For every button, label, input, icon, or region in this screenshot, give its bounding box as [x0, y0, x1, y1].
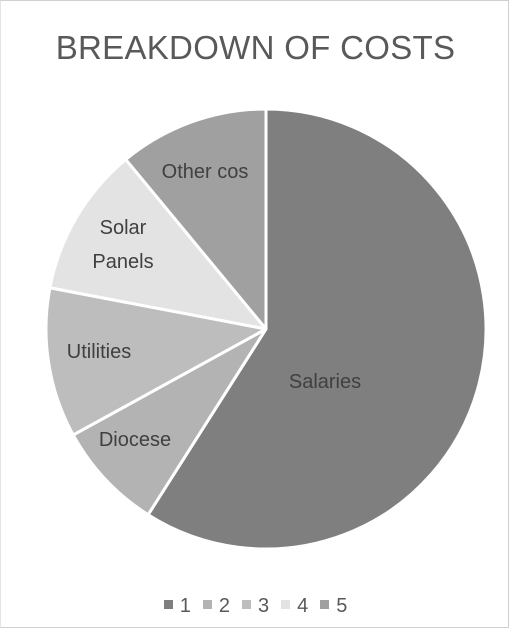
slice-label-2: Diocese — [99, 429, 171, 451]
pie-slice-1 — [146, 107, 488, 551]
legend-item-2: 2 — [202, 595, 230, 618]
legend-label: 1 — [179, 595, 191, 617]
legend-swatch — [320, 600, 330, 610]
legend-label: 3 — [257, 595, 270, 617]
pie-slice-5 — [124, 107, 268, 331]
legend-label: 5 — [336, 595, 348, 617]
legend-swatch — [241, 600, 251, 610]
pie-slice-3 — [44, 286, 268, 437]
slice-label-5: Other cos — [162, 161, 249, 183]
legend-label: 4 — [297, 595, 309, 617]
slice-label-4: Solar Panels — [92, 217, 153, 273]
pie-slice-4 — [48, 157, 268, 331]
slice-label-3: Utilities — [67, 341, 131, 363]
legend-item-3: 3 — [241, 595, 270, 618]
chart-title: BREAKDOWN OF COSTS — [55, 29, 456, 66]
legend-item-1: 1 — [163, 595, 191, 618]
legend-swatch — [202, 600, 212, 610]
legend-swatch — [281, 600, 291, 610]
legend: 1 2 3 4 5 — [1, 595, 509, 618]
legend-item-4: 4 — [281, 595, 308, 618]
pie-slice-2 — [71, 327, 268, 517]
slice-label-1: Salaries — [289, 371, 361, 393]
legend-item-5: 5 — [320, 595, 347, 618]
legend-label: 2 — [218, 595, 230, 617]
legend-swatch — [163, 600, 173, 610]
